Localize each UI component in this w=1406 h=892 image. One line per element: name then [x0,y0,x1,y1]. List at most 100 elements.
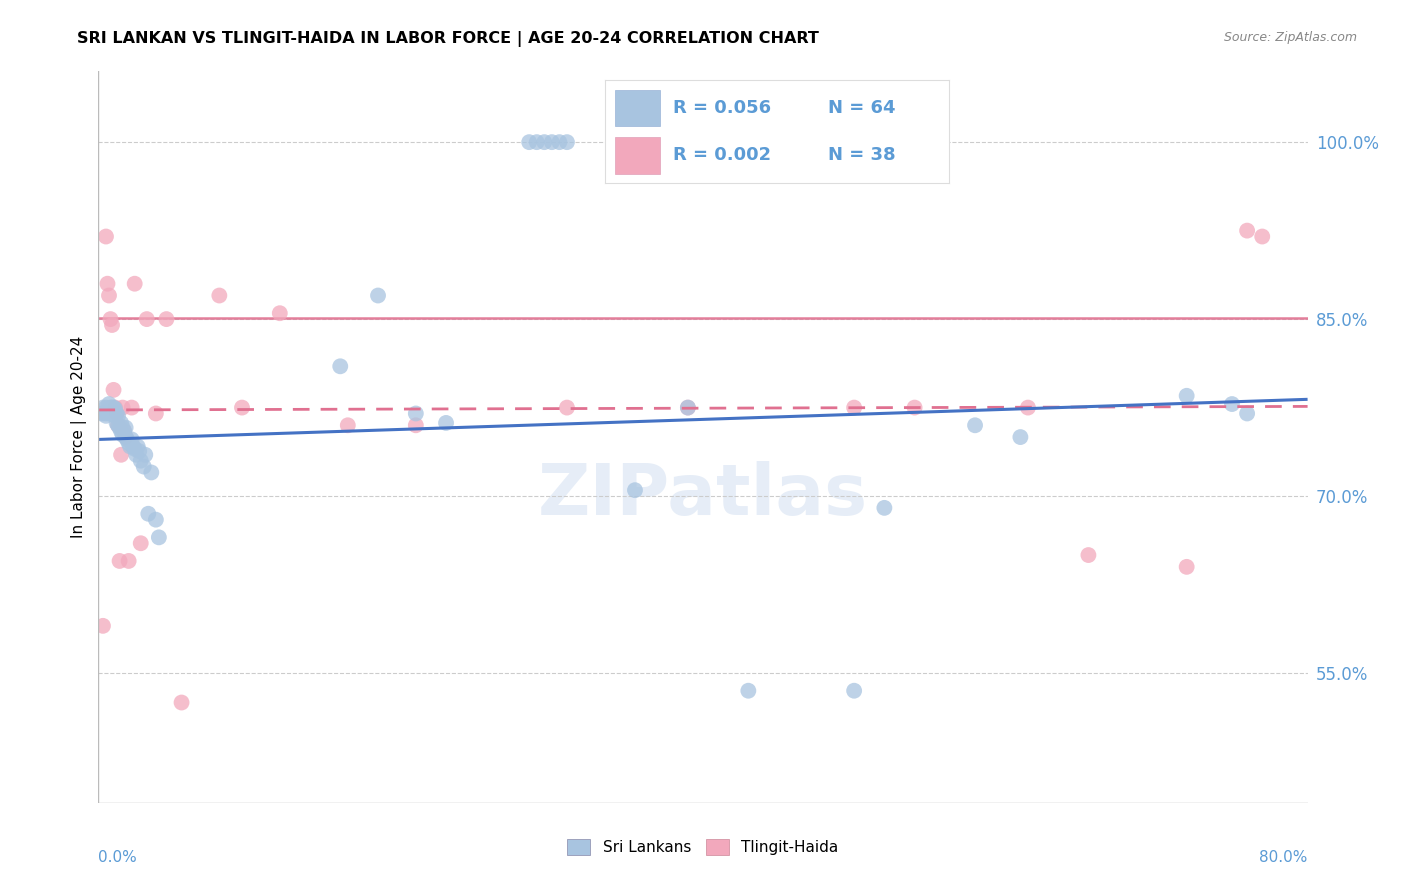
Point [540,135,562,149]
Point [94,409,117,423]
Point [1010,430,1032,444]
Point [555,135,578,149]
Point [1236,224,1258,238]
Point [104,401,127,416]
Point [155,312,177,326]
Text: Source: ZipAtlas.com: Source: ZipAtlas.com [1223,31,1357,45]
Point [134,448,156,462]
Point [107,418,129,433]
Point [121,401,143,415]
Point [434,416,457,430]
Point [141,466,163,480]
Point [125,448,148,462]
Point [737,683,759,698]
Point [526,135,548,149]
Point [114,420,136,434]
Point [1251,229,1274,244]
Point [128,444,150,458]
Point [1077,548,1099,562]
Point [555,401,578,415]
Point [122,440,145,454]
Point [148,530,170,544]
Text: SRI LANKAN VS TLINGIT-HAIDA IN LABOR FORCE | AGE 20-24 CORRELATION CHART: SRI LANKAN VS TLINGIT-HAIDA IN LABOR FOR… [77,31,820,47]
Point [548,135,571,149]
Point [105,416,128,430]
Point [100,407,122,421]
Point [100,312,122,326]
Point [98,397,121,411]
Point [1220,397,1243,411]
Point [112,424,135,438]
Text: R = 0.002: R = 0.002 [673,146,772,164]
Point [107,409,129,423]
Text: N = 38: N = 38 [828,146,896,164]
Point [533,135,555,149]
Point [676,401,699,415]
Point [108,420,131,434]
Point [103,401,125,415]
Point [118,436,141,450]
Point [112,424,135,438]
Point [111,401,134,415]
Point [120,440,142,454]
Legend: Sri Lankans, Tlingit-Haida: Sri Lankans, Tlingit-Haida [561,833,845,861]
Point [105,407,128,421]
Point [110,424,132,438]
Point [110,448,132,462]
Point [676,401,699,415]
Point [517,135,540,149]
Point [101,318,124,332]
Point [108,554,131,568]
Point [100,401,122,415]
Y-axis label: In Labor Force | Age 20-24: In Labor Force | Age 20-24 [72,336,87,538]
FancyBboxPatch shape [614,136,659,174]
Point [96,407,118,421]
Point [1175,559,1198,574]
Point [115,433,138,447]
Point [844,401,866,415]
Point [91,619,114,633]
Point [405,407,427,421]
Point [129,453,152,467]
Point [367,288,389,302]
Point [124,277,146,291]
Point [904,401,927,415]
Point [124,442,146,456]
Point [101,407,124,421]
Point [111,427,134,442]
Point [111,420,134,434]
Text: R = 0.056: R = 0.056 [673,99,772,117]
Point [170,696,193,710]
Point [110,416,132,430]
Point [114,430,136,444]
Point [624,483,647,498]
Point [136,507,159,521]
Point [114,430,136,444]
Point [104,409,127,423]
Text: 80.0%: 80.0% [1260,850,1308,865]
Point [121,433,143,447]
Point [96,277,118,291]
Point [107,418,129,433]
Point [104,401,127,415]
Point [94,229,117,244]
Point [873,500,896,515]
Point [135,312,157,326]
Point [1236,407,1258,421]
Point [965,418,987,433]
Point [101,401,124,415]
FancyBboxPatch shape [614,89,659,127]
Point [1175,389,1198,403]
Point [145,513,167,527]
Text: 0.0%: 0.0% [98,850,138,865]
Point [90,407,112,421]
Point [103,383,125,397]
Point [118,554,141,568]
Point [405,418,427,433]
Point [269,306,291,320]
Point [127,440,149,454]
Point [91,401,114,415]
Point [98,404,121,418]
Point [844,683,866,698]
Point [336,418,359,433]
